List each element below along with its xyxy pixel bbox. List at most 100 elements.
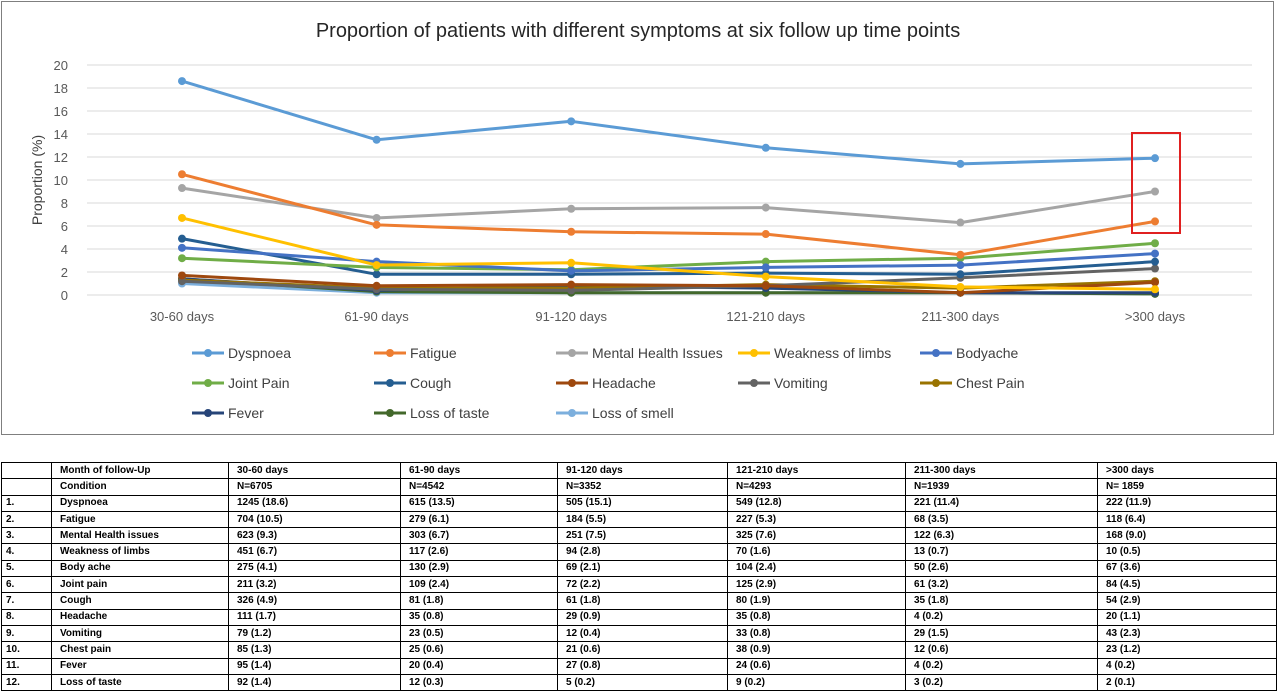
value-cell: 30-60 days: [228, 461, 401, 480]
legend-label-loss-of-taste: Loss of taste: [410, 405, 490, 421]
legend-label-vomiting: Vomiting: [774, 375, 828, 391]
value-cell: 168 (9.0): [1097, 527, 1277, 545]
value-cell: 67 (3.6): [1097, 559, 1277, 578]
value-cell: 61 (3.2): [905, 576, 1098, 594]
condition-cell: Loss of taste: [51, 673, 229, 691]
condition-cell: Month of follow-Up: [51, 461, 229, 480]
point-bodyache-5: [956, 261, 965, 270]
value-cell: 23 (1.2): [1097, 641, 1277, 659]
value-cell: 20 (1.1): [1097, 608, 1277, 626]
value-cell: 95 (1.4): [228, 657, 401, 675]
legend-marker-loss-of-taste: [386, 409, 394, 417]
legend-label-loss-of-smell: Loss of smell: [592, 405, 674, 421]
value-cell: 92 (1.4): [228, 673, 401, 691]
table-body: Month of follow-Up 30-60 days 61-90 days 91…: [1, 461, 1277, 691]
legend-marker-mental-health-issues: [568, 349, 576, 357]
row-number-cell: 11.: [1, 657, 52, 675]
y-tick-label-14: 14: [54, 127, 68, 142]
value-cell: 12 (0.3): [400, 673, 558, 691]
value-cell: 211 (3.2): [228, 576, 401, 594]
value-cell: 27 (0.8): [557, 657, 728, 675]
legend-marker-cough: [386, 379, 394, 387]
x-tick-label-2: 61-90 days: [344, 309, 409, 324]
table-row: 11. Fever 95 (1.4) 20 (0.4) 27 (0.8) 24 (0.6)…: [1, 657, 1277, 675]
value-cell: 111 (1.7): [228, 608, 401, 626]
y-tick-label-0: 0: [61, 288, 68, 303]
value-cell: 50 (2.6): [905, 559, 1098, 578]
series-line-cough: [181, 237, 1156, 276]
y-tick-label-10: 10: [54, 173, 68, 188]
value-cell: 43 (2.3): [1097, 624, 1277, 643]
value-cell: 704 (10.5): [228, 510, 401, 529]
value-cell: 227 (5.3): [727, 510, 906, 529]
point-dyspnoea-1: [178, 77, 186, 86]
value-cell: 80 (1.9): [727, 592, 906, 610]
legend-label-dyspnoea: Dyspnoea: [228, 345, 291, 361]
value-cell: 29 (1.5): [905, 624, 1098, 643]
table-row: 3. Mental Health issues 623 (9.3) 303 (6.7)…: [1, 527, 1277, 545]
point-fatigue-6: [1151, 217, 1159, 226]
y-tick-label-6: 6: [61, 219, 68, 234]
point-headache-5: [956, 288, 965, 297]
value-cell: 12 (0.4): [557, 624, 728, 643]
value-cell: 2 (0.1): [1097, 673, 1277, 691]
x-tick-label-5: 211-300 days: [921, 309, 999, 324]
value-cell: 623 (9.3): [228, 527, 401, 545]
legend-label-mental-health-issues: Mental Health Issues: [592, 345, 723, 361]
value-cell: 20 (0.4): [400, 657, 558, 675]
y-tick-label-2: 2: [61, 265, 68, 280]
value-cell: 505 (15.1): [557, 494, 728, 512]
legend-marker-fever: [204, 409, 212, 417]
chart-title: Proportion of patients with different sy…: [316, 20, 960, 42]
table-row: 8. Headache 111 (1.7) 35 (0.8) 29 (0.9) 35 (0…: [1, 608, 1277, 626]
condition-cell: Headache: [51, 608, 229, 626]
row-number-cell: 9.: [1, 624, 52, 643]
table-row: 5. Body ache 275 (4.1) 130 (2.9) 69 (2.1) 104…: [1, 559, 1277, 578]
value-cell: 4 (0.2): [905, 608, 1098, 626]
table-row: 4. Weakness of limbs 451 (6.7) 117 (2.6) 94 …: [1, 543, 1277, 561]
value-cell: 130 (2.9): [400, 559, 558, 578]
table-row: 7. Cough 326 (4.9) 81 (1.8) 61 (1.8) 80 (1.9)…: [1, 592, 1277, 610]
table-header-row: Condition N=6705 N=4542 N=3352 N=4293 N=1939 N…: [1, 478, 1277, 496]
legend-marker-bodyache: [932, 349, 940, 357]
value-cell: 21 (0.6): [557, 641, 728, 659]
legend-marker-chest-pain: [932, 379, 940, 387]
point-fatigue-2: [372, 220, 381, 229]
legend-marker-weakness-of-limbs: [750, 349, 758, 357]
point-bodyache-6: [1151, 249, 1159, 258]
value-cell: 211-300 days: [905, 461, 1098, 480]
value-cell: 279 (6.1): [400, 510, 558, 529]
point-cough-1: [178, 234, 186, 243]
y-tick-label-4: 4: [61, 242, 68, 257]
value-cell: 54 (2.9): [1097, 592, 1277, 610]
legend-label-bodyache: Bodyache: [956, 345, 1018, 361]
value-cell: 38 (0.9): [727, 641, 906, 659]
value-cell: 35 (0.8): [400, 608, 558, 626]
legend-label-chest-pain: Chest Pain: [956, 375, 1024, 391]
point-dyspnoea-2: [372, 135, 381, 144]
value-cell: N= 1859: [1097, 478, 1277, 496]
value-cell: 94 (2.8): [557, 543, 728, 561]
point-weakness-of-limbs-5: [956, 282, 965, 291]
value-cell: 33 (0.8): [727, 624, 906, 643]
value-cell: 91-120 days: [557, 461, 728, 480]
value-cell: 122 (6.3): [905, 527, 1098, 545]
condition-cell: Dyspnoea: [51, 494, 229, 512]
legend-marker-fatigue: [386, 349, 394, 357]
value-cell: 61 (1.8): [557, 592, 728, 610]
condition-cell: Chest pain: [51, 641, 229, 659]
table-row: 2. Fatigue 704 (10.5) 279 (6.1) 184 (5.5) 227…: [1, 510, 1277, 529]
value-cell: 121-210 days: [727, 461, 906, 480]
point-headache-3: [567, 280, 576, 289]
value-cell: 615 (13.5): [400, 494, 558, 512]
point-vomiting-3: [567, 286, 576, 295]
value-cell: 5 (0.2): [557, 673, 728, 691]
y-tick-label-12: 12: [54, 150, 68, 165]
condition-cell: Condition: [51, 478, 229, 496]
point-headache-1: [178, 271, 186, 280]
table-row: 10. Chest pain 85 (1.3) 25 (0.6) 21 (0.6) 38 …: [1, 641, 1277, 659]
row-number-cell: 1.: [1, 494, 52, 512]
value-cell: 549 (12.8): [727, 494, 906, 512]
point-dyspnoea-5: [956, 159, 965, 168]
value-cell: 4 (0.2): [1097, 657, 1277, 675]
